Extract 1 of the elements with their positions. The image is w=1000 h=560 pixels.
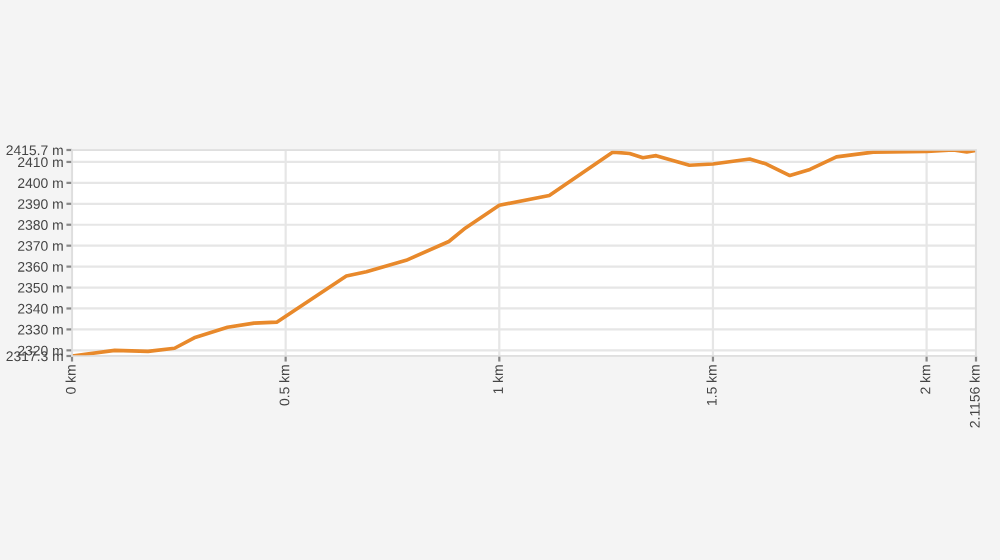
line-series [72,150,976,356]
